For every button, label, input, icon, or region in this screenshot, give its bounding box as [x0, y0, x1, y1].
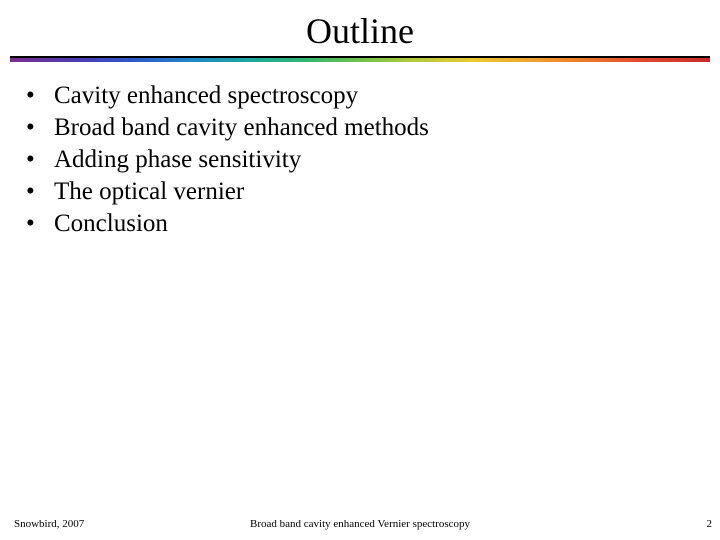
bullet-marker: •: [26, 176, 54, 208]
list-item: • The optical vernier: [26, 176, 720, 208]
slide: Outline • Cavity enhanced spectroscopy •…: [0, 0, 720, 540]
bullet-text: Broad band cavity enhanced methods: [54, 112, 429, 144]
list-item: • Adding phase sensitivity: [26, 144, 720, 176]
footer-page-number: 2: [707, 518, 713, 530]
list-item: • Cavity enhanced spectroscopy: [26, 80, 720, 112]
bullet-marker: •: [26, 208, 54, 240]
bullet-marker: •: [26, 112, 54, 144]
bullet-list: • Cavity enhanced spectroscopy • Broad b…: [0, 62, 720, 240]
bullet-text: Adding phase sensitivity: [54, 144, 301, 176]
list-item: • Conclusion: [26, 208, 720, 240]
list-item: • Broad band cavity enhanced methods: [26, 112, 720, 144]
bullet-text: Conclusion: [54, 208, 168, 240]
slide-title: Outline: [0, 0, 720, 56]
bullet-marker: •: [26, 144, 54, 176]
bullet-text: The optical vernier: [54, 176, 244, 208]
footer-center: Broad band cavity enhanced Vernier spect…: [0, 518, 720, 530]
bullet-marker: •: [26, 80, 54, 112]
bullet-text: Cavity enhanced spectroscopy: [54, 80, 358, 112]
